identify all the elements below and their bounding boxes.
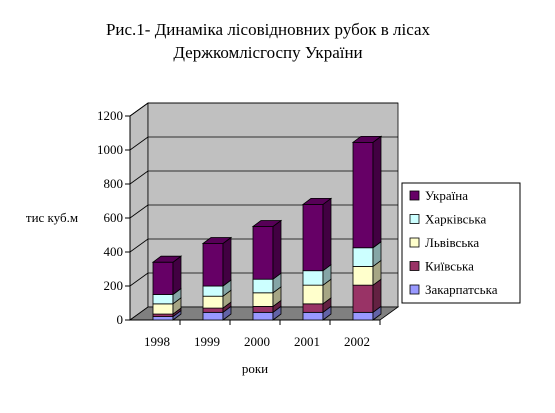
bar-top [301, 197, 333, 205]
bar-segment [202, 295, 224, 309]
y-tick-label: 200 [104, 278, 124, 293]
bar-segment-side [372, 135, 382, 249]
legend-entry-label: Харківська [425, 212, 486, 227]
bar-top [201, 237, 233, 244]
gridline-side [129, 204, 149, 219]
legend-entry-label: Київська [425, 259, 474, 274]
bar-segment [152, 303, 174, 315]
gridline-side [129, 102, 149, 117]
bar-segment [302, 303, 324, 313]
bar-segment [352, 311, 374, 321]
y-tick-label: 400 [104, 244, 124, 259]
chart-title-line-1: Рис.1- Динаміка лісовідновних рубок в лі… [106, 20, 431, 39]
legend-swatch [409, 261, 420, 271]
gridline-side [129, 272, 149, 287]
y-tick-label: 0 [117, 312, 124, 327]
y-tick-label: 1000 [97, 142, 123, 157]
legend-entry-label: Закарпатська [425, 282, 498, 297]
bar-segment [252, 278, 274, 294]
legend-entry-label: Львівська [425, 235, 479, 250]
bar-segment [302, 284, 324, 305]
bar-segment [152, 294, 174, 305]
legend-swatch [409, 214, 420, 224]
x-tick-label: 2001 [294, 334, 320, 349]
bar-segment [302, 270, 324, 286]
bar-segment [152, 261, 174, 295]
bar-segment [202, 311, 224, 321]
legend-swatch [409, 237, 420, 248]
bar-segment [302, 203, 324, 272]
legend: Україна Харківська Львівська Київська Закарп… [401, 182, 521, 304]
x-tick-label: 1998 [144, 334, 170, 349]
bar-segment [352, 266, 374, 286]
bar-top [251, 220, 283, 227]
bar-segment-side [272, 219, 282, 281]
x-tick-label: 2002 [344, 334, 370, 349]
bar-segment [252, 305, 274, 313]
bar-segment [252, 226, 274, 280]
gridline-side [129, 170, 149, 185]
y-tick-label: 800 [104, 176, 124, 191]
legend-swatch [409, 190, 420, 201]
bar-segment [352, 284, 374, 313]
y-tick-label: 600 [104, 210, 124, 225]
gridline-side [129, 136, 149, 151]
bar-segment [302, 311, 324, 321]
chart-title-line-2: Держкомлісгоспу України [173, 43, 362, 62]
bar-segment [252, 311, 274, 321]
legend-swatch [409, 284, 420, 295]
bar-segment-side [172, 255, 182, 296]
bar-top [351, 135, 383, 143]
bar-segment [152, 316, 174, 321]
bar-top [151, 255, 183, 263]
y-tick-label: 1200 [97, 108, 123, 123]
legend-entry-label: Україна [425, 188, 468, 203]
legend-box [401, 182, 521, 304]
y-axis-label: тис куб.м [26, 210, 78, 225]
x-axis-label: роки [242, 361, 268, 376]
gridline-side [129, 238, 149, 253]
bar-segment [352, 141, 374, 249]
plot-area: 0 200 400 600 800 1000 1200 1998 1999 2000 2001 200… [97, 102, 400, 349]
bar-segment-side [322, 197, 332, 272]
bar-segment [252, 292, 274, 307]
bar-segment [352, 247, 374, 267]
x-tick-label: 2000 [244, 334, 270, 349]
x-tick-label: 1999 [194, 334, 220, 349]
bar-segment [202, 243, 224, 287]
bar-segment [202, 285, 224, 297]
bar-segment-side [222, 236, 232, 287]
bar-segment [202, 307, 224, 313]
